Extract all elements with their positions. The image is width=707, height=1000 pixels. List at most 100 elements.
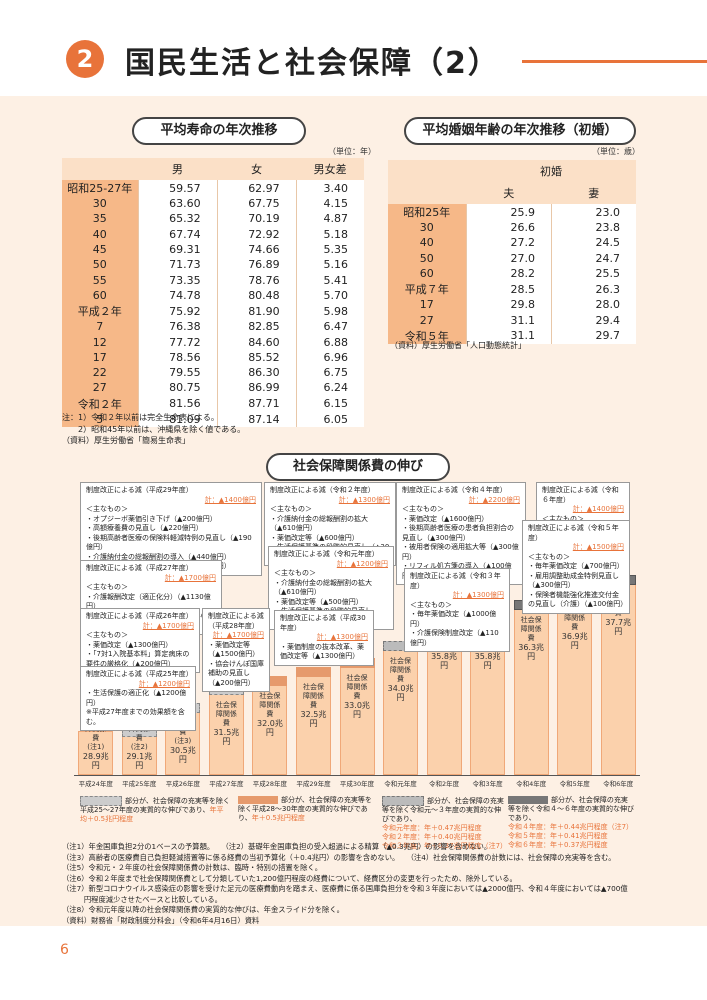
callout-title: 制度改正による減（平成29年度） (86, 486, 193, 494)
life-value-cell: 6.96 (295, 349, 364, 365)
life-value-cell: 5.41 (295, 272, 364, 288)
life-value-cell: 69.31 (137, 241, 218, 258)
callout-total-row: 計：▲1200億円 (86, 680, 190, 690)
social-note: （注5）令和元・２年度の社会保障関係費の計数は、臨時・特別の措置を除く。 (62, 863, 323, 872)
life-value-cell: 62.97 (216, 180, 297, 196)
marriage-value-cell: 24.5 (550, 235, 636, 251)
life-value-cell: 87.71 (216, 395, 297, 412)
callout-title: 制度改正による減（令和４年度） (402, 486, 507, 494)
legend-line: 令和４年度：年＋0.44兆円程度（注7） (508, 823, 634, 831)
section-number-badge: 2 (66, 40, 104, 78)
life-value-cell: 75.92 (137, 303, 218, 320)
life-value-cell: 78.56 (137, 349, 218, 365)
life-table: 男 女 男女差 昭和25-27年 59.57 62.97 3.40 30 63.60 67.… (62, 158, 364, 427)
legend-item-2: 部分が、社会保障の充実等を除く平成28～30年度の実質的な伸びであり、年＋0.5… (238, 796, 378, 823)
life-value-cell: 81.90 (216, 303, 297, 320)
marriage-value-cell: 31.1 (465, 312, 552, 328)
chart-bar-label-group: 社会保障関係費 32.5兆円 (297, 683, 330, 728)
social-chart-title: 社会保障関係費の伸び (266, 453, 450, 481)
chart-bar-label: 社会保障関係費 (302, 683, 324, 710)
callout-line: ＜主なもの＞ (86, 583, 128, 591)
life-note: 注：1）令和２年以前は完全生命表による。 (62, 413, 219, 422)
legend-item-1: 部分が、社会保障の充実等を除く平成25～27年度の実質的な伸びであり、年平均＋0… (80, 796, 230, 824)
life-value-cell: 82.85 (216, 319, 297, 335)
social-source: （資料）財務省「財政制度分科会」（令和6年4月16日）資料 (62, 915, 260, 925)
life-value-cell: 86.30 (216, 364, 297, 381)
life-value-cell: 81.09 (137, 411, 218, 427)
marriage-year-cell: 60 (388, 265, 466, 282)
callout-total-row: 計：▲1700億円 (208, 631, 264, 641)
callout-line: ・薬価改定等（▲600億円） (270, 533, 359, 542)
life-year-cell: 17 (62, 349, 138, 365)
chart-bar-value: 30.5兆円 (169, 745, 196, 764)
chart-bar: 社会保障関係費 32.5兆円 (295, 667, 331, 775)
marriage-row: 平成７年 28.5 26.3 (388, 281, 636, 298)
chart-bar-value: 37.7兆円 (605, 618, 632, 636)
chart-bar-value: 29.1兆円 (126, 751, 153, 770)
social-note: （注6）令和２年度まで社会保障関係費として分類していた1,200億円程度の経費に… (62, 873, 517, 883)
callout-title: 制度改正による減（令和５年度） (528, 524, 619, 542)
life-row: 35 65.32 70.19 4.87 (62, 211, 364, 227)
life-value-cell: 5.98 (295, 303, 364, 320)
chart-bar: 社会保障関係費 31.5兆円 (208, 684, 244, 775)
callout-total-row: 計：▲1400億円 (86, 496, 256, 506)
marriage-value-cell: 28.5 (465, 281, 552, 298)
callout-total-row: 計：▲1400億円 (542, 505, 624, 515)
life-value-cell: 80.48 (216, 287, 297, 304)
legend-item-4: 部分が、社会保障の充実等を除く令和４～６年度の実質的な伸びであり、 令和４年度：… (508, 796, 634, 850)
marriage-row: 27 31.1 29.4 (388, 312, 636, 328)
callout-line: ・薬価改定等（▲500億円） (274, 597, 363, 606)
life-col-male: 男 (138, 158, 218, 180)
chart-x-tick-label: 令和3年度 (472, 780, 503, 788)
life-col-diff: 男女差 (296, 158, 364, 180)
callout-total-row: 計：▲1200億円 (274, 560, 388, 570)
marriage-year-cell: 30 (388, 220, 466, 236)
marriage-year-cell: 50 (388, 250, 466, 266)
callout-total-row: 計：▲1300億円 (410, 591, 504, 601)
reduction-callout: 制度改正による減（令和３年度） 計：▲1300億円 ＜主なもの＞ ・毎年薬価改定（▲1… (404, 568, 510, 652)
life-table-unit: （単位：年） (328, 147, 376, 156)
callout-line: ＜主なもの＞ (86, 505, 128, 513)
callout-line: ・介護納付金の総報酬割の導入（▲440億円） (86, 552, 231, 561)
chart-bar-wrap: 社会保障関係費 31.5兆円 (208, 684, 244, 775)
social-note: （注7）新型コロナウイルス感染症の影響を受けた足元の医療費動向を踏まえ、医療費に… (62, 884, 628, 893)
callout-title: 制度改正による減（令和２年度） (270, 486, 375, 494)
marriage-year-cell: 40 (388, 235, 466, 251)
life-row: 60 74.78 80.48 5.70 (62, 287, 364, 304)
chart-bar: 社会保障関係費 36.3兆円 (513, 599, 549, 775)
life-year-cell: 30 (62, 196, 138, 212)
header-rule (522, 60, 707, 63)
life-row: 30 63.60 67.75 4.15 (62, 196, 364, 212)
marriage-group-header: 初婚 (466, 160, 636, 182)
social-notes: （注1）年金国庫負担2分の1ベースの予算額。 （注2）基礎年金国庫負担の受入超過… (62, 842, 702, 926)
chart-bar-label: 社会保障関係費 (215, 700, 237, 727)
callout-title: 制度改正による減（令和元年度） (274, 550, 379, 558)
life-row: 45 69.31 74.66 5.35 (62, 241, 364, 258)
marriage-row: 30 26.6 23.8 (388, 220, 636, 236)
chart-bar-value: 36.9兆円 (561, 632, 588, 651)
marriage-value-cell: 29.4 (550, 312, 636, 328)
legend-line: 令和元年度：年＋0.47兆円程度 (382, 824, 482, 832)
chart-bar-wrap: 社会保障関係費(注2)29.1兆円 (121, 716, 157, 775)
life-year-cell: 35 (62, 211, 138, 227)
callout-line: ＜主なもの＞ (270, 505, 312, 513)
marriage-year-cell: 17 (388, 297, 466, 313)
callout-line: ・介護保険制度改定（▲110億円） (410, 629, 499, 647)
life-col-female: 女 (217, 158, 297, 180)
reduction-callout: 制度改正による減（平成26年度） 計：▲1700億円 ＜主なもの＞ ・薬価改定（▲13… (80, 608, 200, 673)
marriage-row: 60 28.2 25.5 (388, 265, 636, 282)
callout-title: 制度改正による減（平成30年度） (280, 614, 366, 632)
life-value-cell: 80.75 (137, 380, 218, 396)
social-note: （注3）高齢者の医療費自己負担軽減措置等に係る経費の当初予算化（＋0.4兆円）の… (62, 852, 616, 862)
chart-x-tick-label: 平成30年度 (339, 780, 375, 788)
life-value-cell: 85.52 (216, 349, 297, 365)
life-value-cell: 59.57 (137, 180, 218, 196)
callout-line: ＜主なもの＞ (86, 631, 128, 639)
chart-baseline (74, 775, 640, 776)
life-row: 40 67.74 72.92 5.18 (62, 226, 364, 242)
marriage-col-wife: 妻 (551, 182, 636, 204)
marriage-year-cell: 令和５年 (388, 327, 466, 344)
chart-bar-value: 33.0兆円 (344, 701, 370, 720)
life-row: 27 80.75 86.99 6.24 (62, 380, 364, 396)
callout-line: ・保険者機能強化推進交付金の見直し（介護）（▲100億円） (528, 590, 628, 609)
